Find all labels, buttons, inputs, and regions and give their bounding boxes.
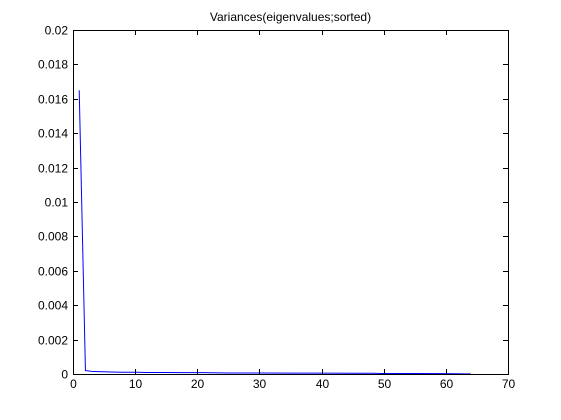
- data-point: [85, 370, 86, 371]
- y-tick-label: 0.01: [45, 196, 69, 210]
- series-line-0: [78, 90, 471, 375]
- data-point: [122, 372, 123, 373]
- data-point: [203, 372, 204, 373]
- x-tick-label: 40: [316, 377, 330, 391]
- data-point: [147, 372, 148, 373]
- axes-background: [73, 30, 508, 374]
- y-tick-label: 0.018: [38, 58, 68, 72]
- y-tick-label: 0.006: [38, 265, 68, 279]
- x-tick-label: 0: [70, 377, 77, 391]
- y-tick-label: 0.004: [38, 299, 68, 313]
- data-point: [97, 371, 98, 372]
- ticks-layer: 0 10 20 30 40 50 60 70 0 0.002 0.004 0.006 0.008 0.01…: [38, 24, 516, 392]
- data-point: [352, 373, 353, 374]
- y-tick-label: 0.012: [38, 162, 68, 176]
- data-point: [166, 372, 167, 373]
- x-tick-label: 30: [253, 377, 267, 391]
- y-tick-label: 0.016: [38, 93, 68, 107]
- series-layer: [78, 90, 471, 375]
- x-tick-label: 20: [191, 377, 205, 391]
- y-tick-label: 0: [61, 368, 68, 382]
- y-tick-label: 0.008: [38, 230, 68, 244]
- data-point: [103, 371, 104, 372]
- data-point: [110, 371, 111, 372]
- data-point: [321, 373, 322, 374]
- data-point: [184, 372, 185, 373]
- data-point: [228, 372, 229, 373]
- y-tick-label: 0.002: [38, 334, 68, 348]
- y-tick-label: 0.014: [38, 127, 68, 141]
- x-tick-label: 10: [129, 377, 143, 391]
- data-point: [414, 373, 415, 374]
- y-tick-label: 0.02: [45, 24, 69, 38]
- chart-title: Variances(eigenvalues;sorted): [210, 10, 371, 24]
- data-point: [91, 371, 92, 372]
- data-point: [116, 372, 117, 373]
- data-point: [79, 90, 80, 91]
- data-point: [290, 373, 291, 374]
- x-tick-label: 70: [502, 377, 516, 391]
- x-tick-label: 60: [440, 377, 454, 391]
- x-tick-label: 50: [378, 377, 392, 391]
- data-point: [209, 372, 210, 373]
- data-point: [371, 373, 372, 374]
